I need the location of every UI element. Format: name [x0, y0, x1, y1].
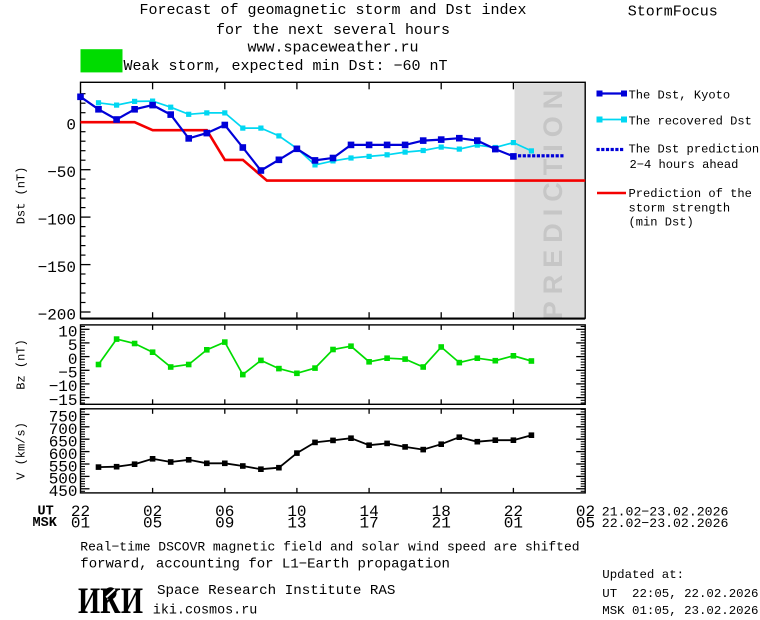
- svg-text:22: 22: [71, 503, 90, 521]
- svg-text:14: 14: [359, 503, 378, 521]
- svg-text:(min Dst): (min Dst): [629, 215, 694, 229]
- svg-text:21: 21: [432, 514, 451, 532]
- svg-text:−200: −200: [38, 306, 76, 324]
- svg-text:450: 450: [49, 483, 78, 501]
- svg-text:Weak storm, expected min Dst:: Weak storm, expected min Dst: −60 nT: [124, 58, 448, 75]
- svg-text:ИКИ: ИКИ: [78, 581, 143, 620]
- svg-text:02: 02: [143, 503, 162, 521]
- svg-text:UT: UT: [38, 505, 54, 520]
- svg-text:The recovered Dst: The recovered Dst: [629, 114, 752, 128]
- svg-text:forward, accounting for L1−Ear: forward, accounting for L1−Earth propaga…: [80, 556, 450, 572]
- svg-text:01: 01: [504, 514, 523, 532]
- svg-text:2−4 hours ahead: 2−4 hours ahead: [630, 158, 739, 172]
- svg-text:UT 22:05, 22.02.2026: UT 22:05, 22.02.2026: [602, 587, 758, 601]
- svg-text:01: 01: [71, 514, 90, 532]
- svg-text:10: 10: [287, 503, 306, 521]
- svg-text:0: 0: [66, 117, 76, 135]
- svg-text:18: 18: [432, 503, 451, 521]
- svg-text:550: 550: [49, 458, 78, 476]
- svg-text:17: 17: [359, 514, 378, 532]
- svg-text:Forecast of geomagnetic storm: Forecast of geomagnetic storm and Dst in…: [139, 2, 526, 19]
- svg-text:Prediction of the: Prediction of the: [629, 187, 752, 201]
- svg-text:700: 700: [49, 421, 78, 439]
- svg-text:−150: −150: [38, 259, 76, 277]
- svg-text:www.spaceweather.ru: www.spaceweather.ru: [247, 40, 418, 57]
- svg-text:13: 13: [287, 514, 306, 532]
- svg-text:0: 0: [68, 351, 78, 369]
- svg-text:−15: −15: [49, 392, 78, 410]
- svg-text:−5: −5: [58, 365, 77, 383]
- svg-text:750: 750: [49, 409, 78, 427]
- svg-text:5: 5: [68, 337, 78, 355]
- svg-text:−100: −100: [38, 211, 76, 229]
- svg-text:21.02−23.02.2026: 21.02−23.02.2026: [602, 505, 729, 520]
- svg-text:600: 600: [49, 446, 78, 464]
- svg-text:06: 06: [215, 503, 234, 521]
- svg-text:10: 10: [58, 324, 77, 342]
- svg-text:Dst (nT): Dst (nT): [15, 167, 29, 225]
- svg-text:Real−time DSCOVR magnetic fiel: Real−time DSCOVR magnetic field and sola…: [80, 539, 579, 554]
- svg-text:Updated at:: Updated at:: [602, 568, 684, 582]
- svg-text:storm strength: storm strength: [629, 201, 731, 215]
- svg-text:MSK: MSK: [33, 516, 58, 531]
- svg-text:09: 09: [215, 514, 234, 532]
- svg-text:StormFocus: StormFocus: [628, 4, 718, 21]
- svg-text:Space Research Institute RAS: Space Research Institute RAS: [157, 583, 395, 599]
- svg-text:V (km/s): V (km/s): [15, 422, 29, 480]
- svg-text:02: 02: [576, 503, 595, 521]
- svg-text:The Dst prediction: The Dst prediction: [629, 142, 760, 156]
- svg-text:650: 650: [49, 434, 78, 452]
- svg-text:for the next several hours: for the next several hours: [216, 22, 450, 39]
- svg-text:22: 22: [504, 503, 523, 521]
- svg-text:−50: −50: [47, 164, 76, 182]
- svg-text:500: 500: [49, 471, 78, 489]
- svg-text:iki.cosmos.ru: iki.cosmos.ru: [153, 604, 257, 619]
- svg-text:Bz (nT): Bz (nT): [15, 339, 29, 389]
- svg-text:22.02−23.02.2026: 22.02−23.02.2026: [602, 516, 729, 531]
- svg-text:05: 05: [143, 514, 162, 532]
- svg-text:−10: −10: [49, 378, 78, 396]
- svg-text:MSK 01:05, 23.02.2026: MSK 01:05, 23.02.2026: [602, 604, 758, 618]
- svg-text:05: 05: [576, 514, 595, 532]
- svg-text:The Dst, Kyoto: The Dst, Kyoto: [629, 88, 731, 102]
- svg-text:PREDICTION: PREDICTION: [538, 83, 568, 320]
